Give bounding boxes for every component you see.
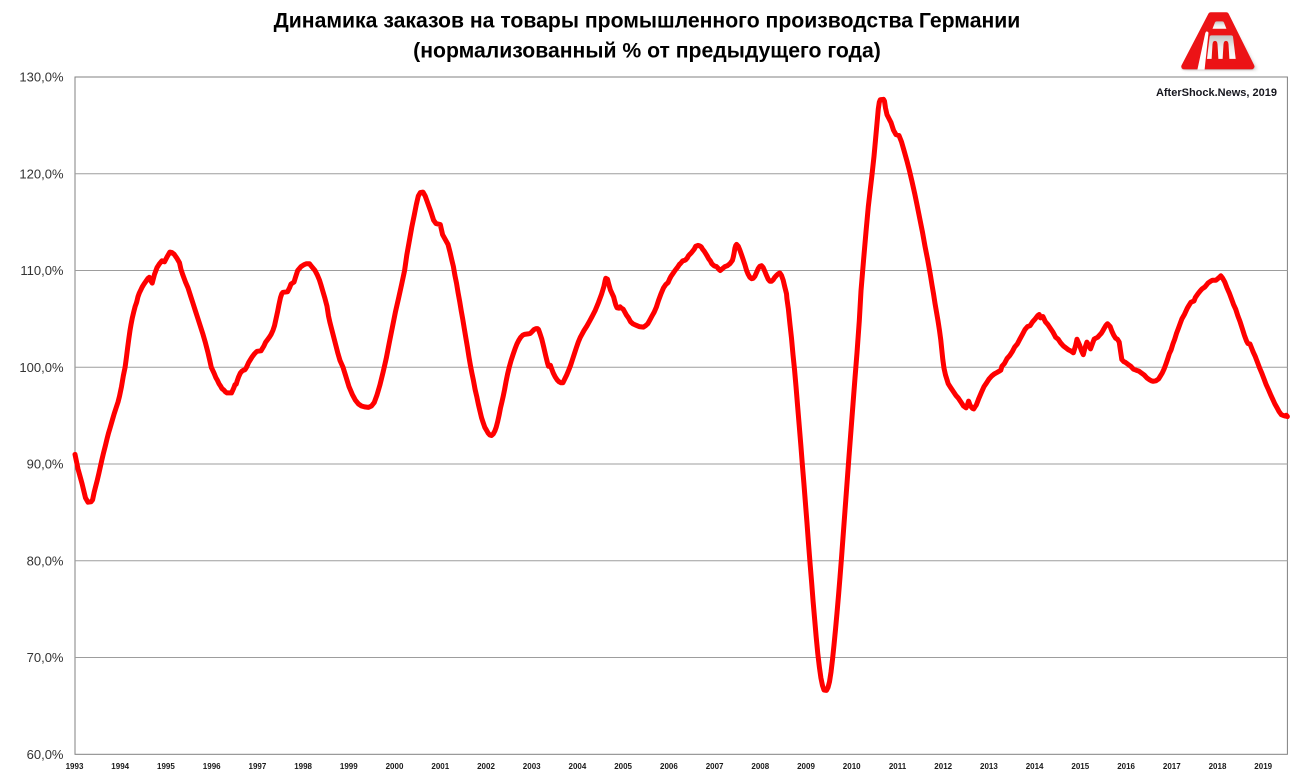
svg-text:2003: 2003 bbox=[523, 762, 541, 771]
svg-text:1995: 1995 bbox=[157, 762, 175, 771]
svg-text:110,0%: 110,0% bbox=[20, 263, 64, 278]
svg-text:80,0%: 80,0% bbox=[27, 553, 64, 568]
svg-text:1997: 1997 bbox=[249, 762, 267, 771]
svg-text:2010: 2010 bbox=[843, 762, 861, 771]
svg-text:60,0%: 60,0% bbox=[27, 747, 64, 762]
svg-text:2019: 2019 bbox=[1254, 762, 1272, 771]
svg-text:2008: 2008 bbox=[751, 762, 769, 771]
svg-text:1999: 1999 bbox=[340, 762, 358, 771]
svg-text:1993: 1993 bbox=[66, 762, 84, 771]
svg-text:1996: 1996 bbox=[203, 762, 221, 771]
svg-text:2017: 2017 bbox=[1163, 762, 1181, 771]
svg-text:2014: 2014 bbox=[1026, 762, 1044, 771]
svg-text:70,0%: 70,0% bbox=[27, 650, 64, 665]
svg-text:2016: 2016 bbox=[1117, 762, 1135, 771]
svg-text:2000: 2000 bbox=[386, 762, 404, 771]
svg-text:2009: 2009 bbox=[797, 762, 815, 771]
svg-text:2011: 2011 bbox=[889, 762, 907, 771]
svg-text:1998: 1998 bbox=[294, 762, 312, 771]
svg-text:120,0%: 120,0% bbox=[19, 166, 64, 181]
svg-text:2004: 2004 bbox=[569, 762, 587, 771]
svg-text:AfterShock.News, 2019: AfterShock.News, 2019 bbox=[1156, 87, 1277, 99]
svg-text:2012: 2012 bbox=[934, 762, 952, 771]
svg-text:(нормализованный % от предыдущ: (нормализованный % от предыдущего года) bbox=[413, 40, 881, 63]
svg-text:1994: 1994 bbox=[111, 762, 129, 771]
svg-text:2006: 2006 bbox=[660, 762, 678, 771]
svg-text:Динамика заказов на товары про: Динамика заказов на товары промышленного… bbox=[274, 10, 1021, 33]
svg-text:2002: 2002 bbox=[477, 762, 495, 771]
svg-text:90,0%: 90,0% bbox=[27, 457, 64, 472]
svg-text:2005: 2005 bbox=[614, 762, 632, 771]
svg-text:2001: 2001 bbox=[431, 762, 449, 771]
svg-text:130,0%: 130,0% bbox=[19, 70, 64, 85]
svg-text:2007: 2007 bbox=[706, 762, 724, 771]
svg-text:100,0%: 100,0% bbox=[19, 360, 64, 375]
svg-text:2018: 2018 bbox=[1209, 762, 1227, 771]
svg-text:2013: 2013 bbox=[980, 762, 998, 771]
svg-text:2015: 2015 bbox=[1071, 762, 1089, 771]
